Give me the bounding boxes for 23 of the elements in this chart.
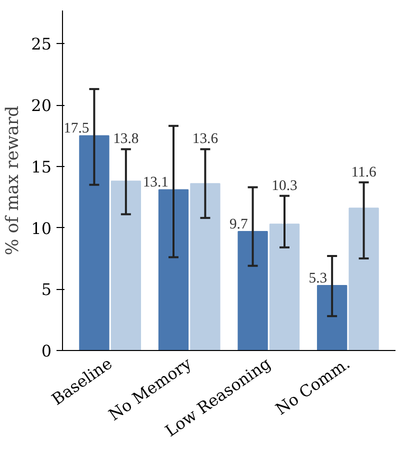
- bar: [238, 230, 268, 350]
- bar: [158, 189, 189, 350]
- bar: [269, 224, 300, 350]
- bar: [190, 183, 220, 350]
- data-label: 17.5: [64, 120, 90, 137]
- y-tick-label: 10: [31, 218, 52, 238]
- data-label: 13.1: [142, 174, 169, 191]
- data-label: 5.3: [308, 270, 328, 286]
- bar: [110, 180, 142, 350]
- bar: [348, 208, 379, 350]
- y-tick-label: 15: [31, 157, 52, 176]
- bar: [79, 135, 110, 350]
- y-tick-label: 25: [31, 34, 52, 54]
- y-tick-label: 5: [41, 280, 52, 300]
- y-axis-title: % of max reward: [3, 106, 24, 256]
- bar: [316, 284, 348, 350]
- data-label: 11.6: [351, 164, 376, 180]
- y-tick-label: 20: [31, 96, 52, 116]
- data-label: 13.6: [192, 131, 218, 148]
- data-label: 9.7: [229, 216, 248, 232]
- data-label: 13.8: [113, 131, 139, 148]
- y-tick-label: 0: [41, 342, 52, 360]
- data-label: 10.3: [272, 178, 298, 194]
